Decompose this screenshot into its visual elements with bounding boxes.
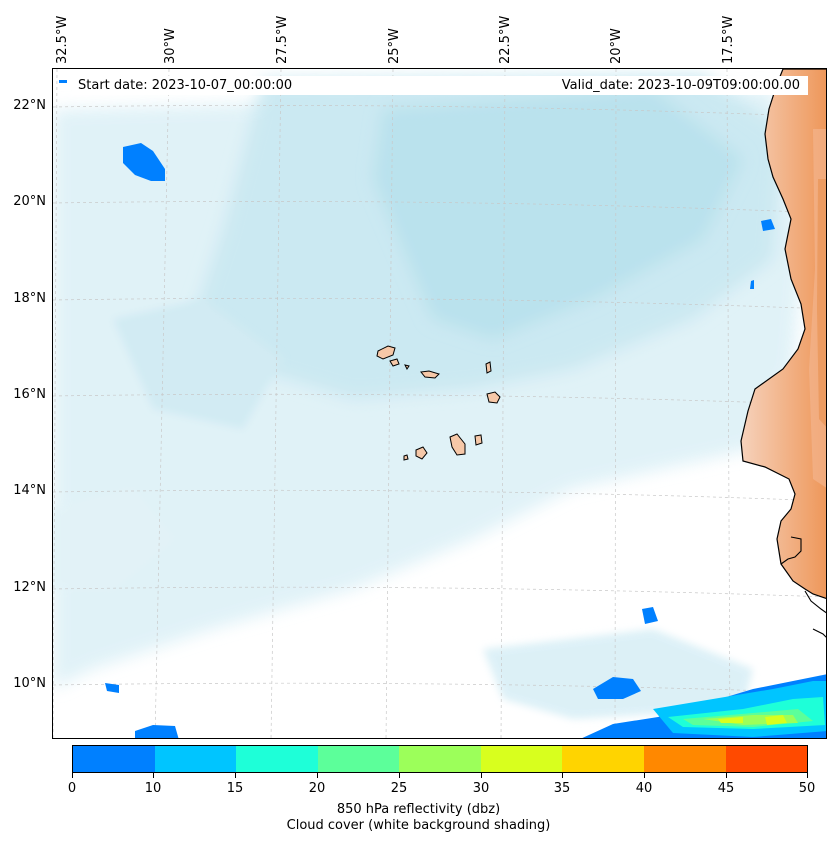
map-panel (52, 68, 827, 739)
lat-label-16n: 16°N (13, 387, 46, 402)
colorbar-label-40: 40 (635, 781, 653, 796)
colorbar-tick (807, 773, 808, 778)
date-info-bar: Start date: 2023-10-07_00:00:00 Valid_da… (72, 76, 808, 95)
colorbar-segment-40-45 (643, 746, 726, 772)
colorbar-tick (72, 773, 73, 778)
island-maio (474, 434, 483, 446)
lon-label-30w: 30°W (163, 28, 178, 64)
island-santiago (449, 433, 466, 456)
colorbar-tick (562, 773, 563, 778)
colorbar-segment-35-40 (562, 746, 644, 772)
reflectivity-cells (59, 80, 826, 738)
lat-label-10n: 10°N (13, 676, 46, 691)
cloud-cover-shading (53, 74, 803, 719)
lat-label-20n: 20°N (13, 194, 46, 209)
africa-coast (740, 69, 826, 599)
colorbar-tick (399, 773, 400, 778)
colorbar-segment-30-35 (480, 746, 563, 772)
colorbar-tick (317, 773, 318, 778)
coastline-detail (780, 536, 826, 638)
colorbar-label-0: 0 (67, 781, 77, 796)
colorbar-label-15: 15 (226, 781, 244, 796)
colorbar-tick (235, 773, 236, 778)
colorbar-tick (153, 773, 154, 778)
colorbar-segment-25-30 (399, 746, 481, 772)
lat-label-12n: 12°N (13, 580, 46, 595)
colorbar-caption: 850 hPa reflectivity (dbz) Cloud cover (… (0, 802, 837, 834)
island-boa-vista (486, 391, 501, 404)
island-sal (485, 361, 492, 374)
lat-label-18n: 18°N (13, 291, 46, 306)
colorbar (72, 745, 808, 773)
colorbar-label-45: 45 (717, 781, 735, 796)
colorbar-segment-45-50 (725, 746, 808, 772)
lon-label-22-5w: 22.5°W (498, 15, 513, 64)
lon-label-17-5w: 17.5°W (721, 15, 736, 64)
island-sao-vicente (389, 358, 400, 367)
lat-label-14n: 14°N (13, 483, 46, 498)
cape-verde-islands (376, 345, 501, 461)
colorbar-tick (726, 773, 727, 778)
island-santo-antao (376, 345, 396, 360)
colorbar-label-50: 50 (798, 781, 816, 796)
map-canvas (53, 69, 826, 738)
colorbar-label-20: 20 (308, 781, 326, 796)
colorbar-label-35: 35 (553, 781, 571, 796)
colorbar-segment-15-20 (236, 746, 318, 772)
lon-label-27-5w: 27.5°W (275, 15, 290, 64)
colorbar-title: 850 hPa reflectivity (dbz) (336, 802, 501, 817)
colorbar-subtitle: Cloud cover (white background shading) (286, 818, 551, 833)
colorbar-segment-20-25 (317, 746, 400, 772)
start-date-label: Start date: 2023-10-07_00:00:00 (78, 78, 293, 93)
island-santa-luzia (404, 364, 410, 370)
lon-label-20w: 20°W (609, 28, 624, 64)
valid-date-label: Valid_date: 2023-10-09T09:00:00.00 (561, 78, 800, 93)
colorbar-tick (644, 773, 645, 778)
lon-label-32-5w: 32.5°W (55, 15, 70, 64)
colorbar-segment-0-10 (73, 746, 155, 772)
colorbar-label-25: 25 (390, 781, 408, 796)
island-sao-nicolau (420, 370, 440, 379)
graticule (53, 69, 826, 738)
lat-label-22n: 22°N (13, 98, 46, 113)
island-fogo (415, 446, 428, 460)
colorbar-segment-10-15 (154, 746, 237, 772)
colorbar-label-10: 10 (144, 781, 162, 796)
lon-label-25w: 25°W (387, 28, 402, 64)
colorbar-label-30: 30 (472, 781, 490, 796)
island-brava (403, 454, 409, 461)
colorbar-tick (481, 773, 482, 778)
